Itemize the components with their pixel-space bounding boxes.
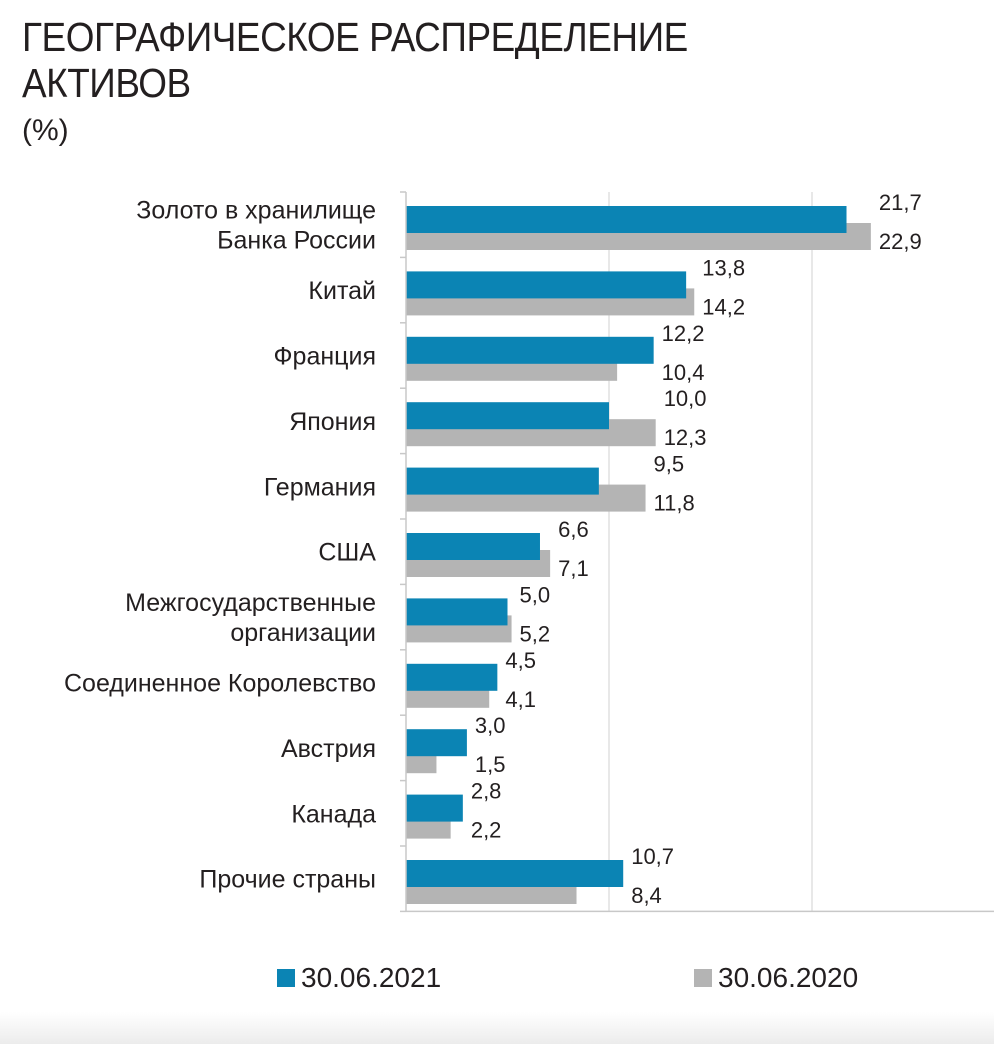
bar-30.06.2021-1 — [406, 271, 687, 299]
legend-swatch-2021 — [277, 969, 295, 987]
value-label-30.06.2020-4: 11,8 — [654, 491, 695, 516]
category-label-0-0: Золото в хранилище — [136, 197, 376, 225]
legend-item-2020: 30.06.2020 — [694, 960, 858, 996]
legend-label-2020: 30.06.2020 — [718, 962, 859, 993]
value-label-30.06.2020-5: 7,1 — [558, 556, 589, 581]
bar-30.06.2021-3 — [406, 402, 609, 430]
bar-30.06.2021-5 — [406, 533, 540, 560]
bar-30.06.2021-6 — [406, 598, 508, 626]
category-label-1-0: Китай — [308, 277, 376, 305]
category-label-10-0: Прочие страны — [199, 866, 376, 894]
value-label-30.06.2021-7: 4,5 — [505, 648, 536, 673]
value-label-30.06.2021-6: 5,0 — [520, 582, 551, 607]
bar-30.06.2021-9 — [406, 794, 463, 822]
category-label-6-0: Межгосударственные — [125, 589, 376, 617]
value-label-30.06.2020-3: 12,3 — [664, 425, 707, 450]
value-label-30.06.2020-7: 4,1 — [505, 687, 536, 712]
legend-label-2021: 30.06.2021 — [301, 962, 442, 993]
y-axis — [400, 191, 994, 913]
category-label-7-0: Соединенное Королевство — [64, 670, 376, 698]
category-label-6-1: организации — [230, 619, 376, 647]
chart-unit: (%) — [22, 114, 69, 147]
value-label-30.06.2021-8: 3,0 — [475, 713, 506, 738]
value-label-30.06.2021-3: 10,0 — [664, 386, 707, 411]
bar-30.06.2021-8 — [406, 729, 467, 757]
value-label-30.06.2021-5: 6,6 — [558, 517, 589, 542]
value-label-30.06.2021-9: 2,8 — [471, 779, 502, 804]
category-label-2-0: Франция — [274, 343, 376, 371]
category-label-4-0: Германия — [264, 473, 376, 501]
category-label-3-0: Япония — [289, 408, 376, 436]
category-label-9-0: Канада — [291, 800, 376, 828]
value-label-30.06.2021-2: 12,2 — [662, 321, 705, 346]
value-label-30.06.2020-9: 2,2 — [471, 818, 502, 843]
series-1-labels: 22,9 14,2 10,4 12,3 11,8 7,1 5,2 4,1 1,5 2,2 8,4 — [471, 229, 922, 908]
value-label-30.06.2020-10: 8,4 — [631, 883, 662, 908]
value-label-30.06.2020-8: 1,5 — [475, 752, 506, 777]
legend-item-2021: 30.06.2021 — [277, 960, 441, 996]
bar-30.06.2021-0 — [406, 206, 847, 233]
category-label-5-0: США — [318, 539, 376, 567]
category-label-8-0: Австрия — [281, 735, 376, 763]
value-label-30.06.2021-10: 10,7 — [631, 844, 674, 869]
bar-30.06.2021-10 — [406, 860, 624, 887]
value-label-30.06.2020-0: 22,9 — [879, 229, 922, 254]
series-0-labels: 21,7 13,8 12,2 10,0 9,5 6,6 5,0 4,5 3,0 2,8 10,7 — [471, 190, 922, 869]
category-label-0-1: Банка России — [217, 227, 376, 255]
legend-swatch-2020 — [694, 969, 712, 987]
bar-chart: 21,713,812,210,09,56,65,04,53,02,810,722… — [64, 190, 994, 913]
value-label-30.06.2020-1: 14,2 — [702, 294, 745, 319]
chart-title: ГЕОГРАФИЧЕСКОЕ РАСПРЕДЕЛЕНИЕ АКТИВОВ — [22, 14, 688, 106]
bottom-shadow — [0, 1012, 994, 1044]
value-label-30.06.2021-4: 9,5 — [654, 452, 685, 477]
value-label-30.06.2021-1: 13,8 — [702, 255, 745, 280]
bar-30.06.2021-2 — [406, 336, 654, 364]
bar-30.06.2021-4 — [406, 467, 599, 495]
legend: 30.06.2021 30.06.2020 — [0, 960, 994, 1000]
value-label-30.06.2020-6: 5,2 — [520, 621, 551, 646]
series-0-bars — [406, 206, 847, 887]
value-label-30.06.2020-2: 10,4 — [662, 360, 705, 385]
bar-30.06.2021-7 — [406, 663, 498, 691]
value-label-30.06.2021-0: 21,7 — [879, 190, 922, 215]
